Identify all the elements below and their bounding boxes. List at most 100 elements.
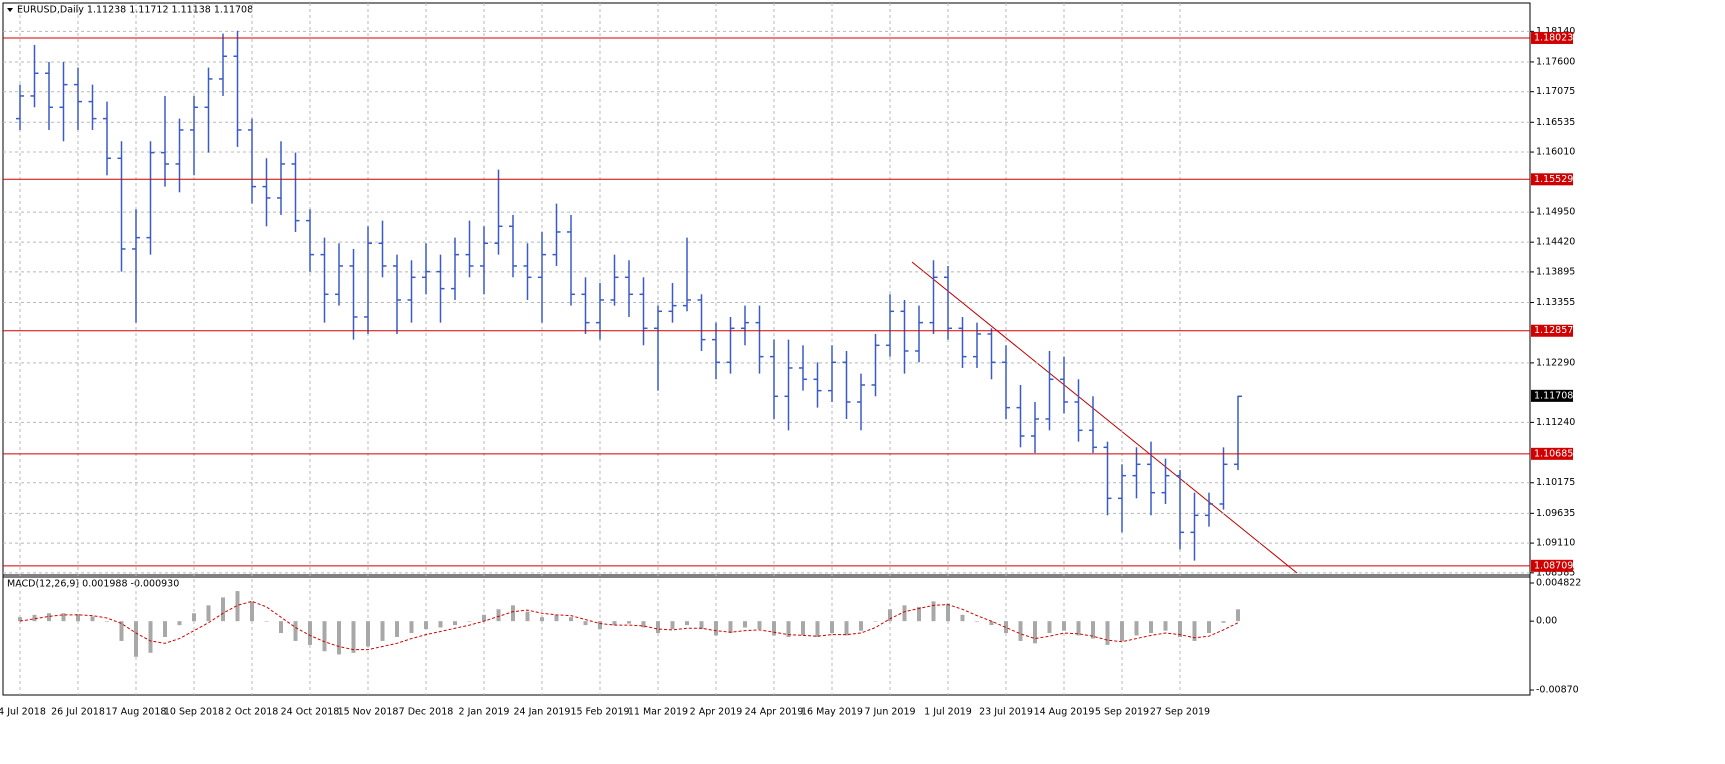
macd-bar [1018,621,1023,641]
x-tick-label: 16 May 2019 [801,707,863,718]
macd-bar [714,621,718,636]
macd-bar [554,614,559,622]
chart-frame [2,2,1531,696]
macd-bar [337,621,341,655]
macd-bar [1047,621,1052,634]
macd-bar [424,621,428,630]
y-tick-label: 1.11240 [1536,417,1575,428]
macd-bar [1033,621,1037,644]
y-tick-label: 0.004822 [1536,577,1581,588]
macd-bar [699,621,704,630]
macd-bar [380,621,385,641]
macd-bar [511,605,515,622]
macd-bar [1221,621,1226,623]
x-tick-label: 24 Oct 2018 [281,707,340,718]
x-tick-label: 7 Jun 2019 [864,707,915,718]
macd-bar [772,621,776,636]
macd-bar [1120,621,1124,641]
level-label: 1.18023 [1534,32,1573,43]
macd-bar [395,621,399,637]
macd-bar [453,621,457,626]
price-label: 1.11708 [1534,390,1573,401]
macd-bar [612,621,617,626]
y-tick-label: 1.08585 [1536,567,1575,578]
indicator-title: MACD(12,26,9) 0.001988 -0.000930 [7,579,179,590]
macd-bar [206,605,211,622]
level-label: 1.12857 [1534,325,1573,336]
x-tick-label: 1 Jul 2019 [924,707,972,718]
macd-bar [90,616,95,622]
macd-bar [627,621,631,624]
x-tick-label: 24 Jan 2019 [514,707,571,718]
macd-bar [467,621,472,622]
macd-bar [989,621,994,626]
macd-bar [569,617,573,622]
macd-bar [859,621,863,631]
x-tick-label: 4 Jul 2018 [0,707,46,718]
macd-bar [61,613,66,622]
macd-bar [728,621,733,634]
macd-bar [163,621,167,637]
level-label-box [1531,324,1573,337]
x-tick-label: 11 Mar 2019 [628,707,688,718]
y-tick-label: 1.12290 [1536,357,1575,368]
level-label: 1.10685 [1534,448,1573,459]
macd-bar [1062,621,1066,631]
macd-bar [757,621,762,630]
macd-bar [1163,621,1168,631]
level-label-box [1531,447,1573,460]
macd-bar [960,614,965,622]
macd-bar [1178,621,1182,637]
x-tick-label: 2 Apr 2019 [690,707,743,718]
macd-bar [801,621,805,636]
chart-title: EURUSD,Daily 1.11238 1.11712 1.11138 1.1… [17,5,253,16]
macd-bar [293,621,298,641]
macd-bar [873,621,878,622]
macd-bar [496,609,501,622]
macd-bar [525,611,530,622]
level-label-box [1531,559,1573,572]
macd-bar [119,621,124,641]
macd-bar [1105,621,1110,645]
macd-bar [917,606,921,622]
x-tick-label: 23 Jul 2019 [979,707,1033,718]
macd-bar [235,591,240,622]
y-tick-label: -0.00870 [1536,685,1579,696]
y-tick-label: 1.14420 [1536,237,1575,248]
macd-bar [76,614,80,622]
macd-bar [1004,621,1008,634]
y-tick-label: 1.16010 [1536,147,1575,158]
trend-line [911,261,1298,574]
macd-bar [931,601,936,622]
macd-bar [685,621,689,626]
x-tick-label: 14 Aug 2019 [1034,707,1095,718]
x-tick-label: 5 Sep 2019 [1095,707,1149,718]
level-label-box [1531,173,1573,186]
macd-bar [308,621,312,645]
y-tick-label: 1.14950 [1536,207,1575,218]
macd-bar [786,621,791,637]
macd-bar [192,613,196,622]
macd-bar [1207,621,1211,634]
macd-bar [177,621,182,626]
collapse-icon [7,8,13,12]
y-tick-label: 1.17600 [1536,56,1575,67]
level-label-box [1531,31,1573,44]
macd-bar [366,621,370,647]
macd-bar [18,617,22,622]
macd-bar [264,621,269,622]
macd-bar [670,621,675,630]
macd-bar [598,621,602,630]
macd-bar [830,621,834,634]
macd-bar [888,609,892,622]
signal-line [19,600,1239,651]
macd-bar [946,603,950,622]
x-tick-label: 26 Jul 2018 [51,707,105,718]
y-tick-label: 0.00 [1536,616,1557,627]
y-tick-label: 1.10175 [1536,477,1575,488]
x-tick-label: 15 Nov 2018 [338,707,399,718]
macd-bar [844,621,849,636]
macd-bar [641,621,646,628]
